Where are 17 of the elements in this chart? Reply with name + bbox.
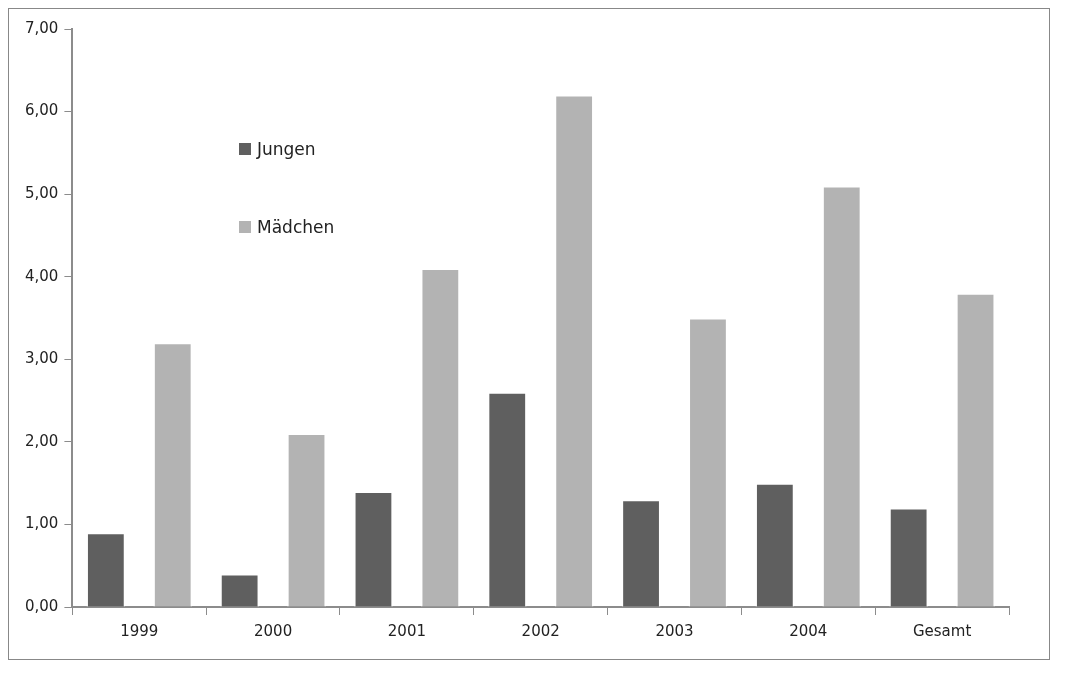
x-tick-label: 2003 bbox=[655, 621, 694, 640]
x-tick-label: 2004 bbox=[789, 621, 828, 640]
x-tick-label: 2000 bbox=[254, 621, 293, 640]
x-tick-label: Gesamt bbox=[912, 621, 972, 640]
y-tick-label: 0,00 bbox=[24, 596, 59, 615]
legend-label: Jungen bbox=[257, 139, 316, 159]
y-tick-label: 1,00 bbox=[24, 514, 59, 533]
x-tick-label: 1999 bbox=[120, 621, 159, 640]
y-tick-label: 2,00 bbox=[24, 431, 59, 450]
y-tick-label: 6,00 bbox=[24, 101, 59, 120]
x-tick-label: 2002 bbox=[521, 621, 560, 640]
legend-label: Mädchen bbox=[257, 217, 335, 237]
y-tick-label: 7,00 bbox=[24, 18, 59, 37]
y-tick-label: 4,00 bbox=[24, 266, 59, 285]
y-tick-label: 5,00 bbox=[24, 184, 59, 203]
y-tick-label: 3,00 bbox=[24, 349, 59, 368]
x-tick-label: 2001 bbox=[387, 621, 426, 640]
